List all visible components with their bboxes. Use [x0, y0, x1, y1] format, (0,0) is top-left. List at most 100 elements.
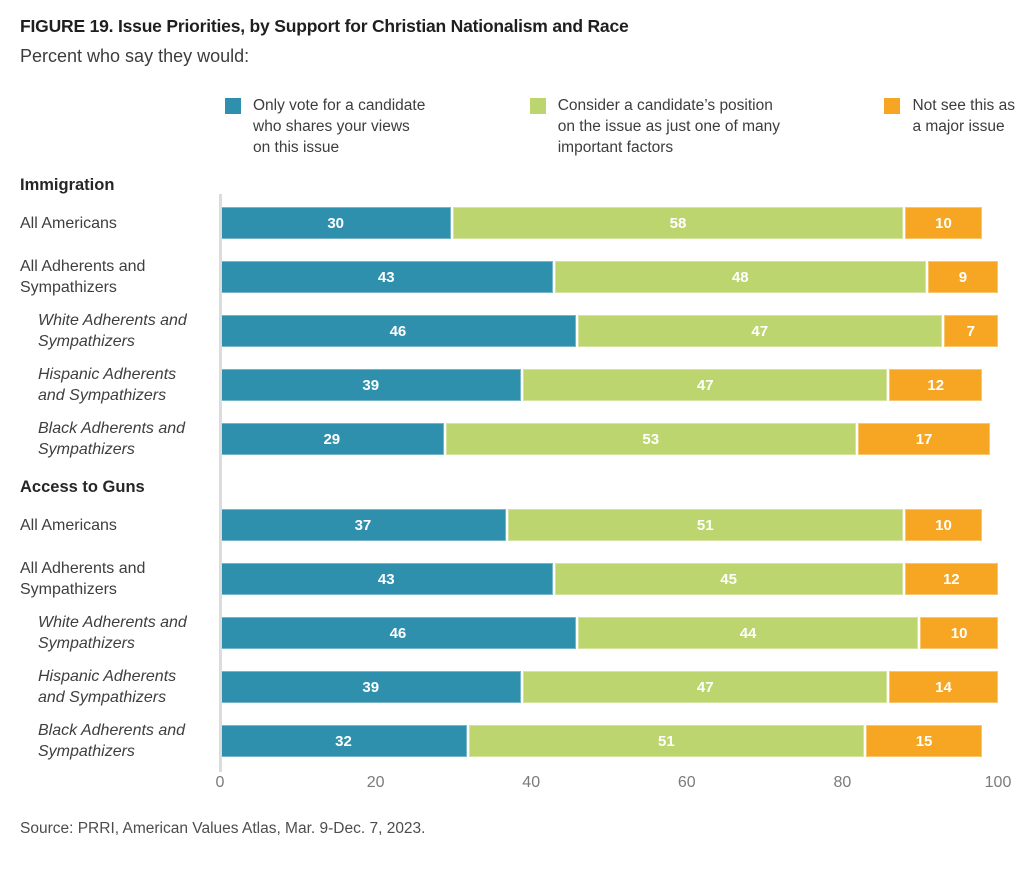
bar-segment-only-vote: 39 [220, 369, 524, 401]
x-tick-label: 100 [984, 774, 1012, 791]
bar-row-all-adherents-and-sympathizers: All Adherents and Sympathizers 43 45 12 [20, 552, 998, 606]
bar-value-label: 10 [935, 516, 952, 534]
bar-value-label: 43 [377, 570, 395, 588]
bar-value-label: 47 [751, 322, 769, 340]
row-label: Black Adherents and Sympathizers [38, 420, 186, 458]
bar-value-label: 17 [915, 430, 933, 448]
section-heading: Immigration [20, 176, 115, 194]
x-tick-label: 60 [677, 774, 696, 791]
bar-segment-consider: 47 [523, 369, 890, 401]
bar-row-white-adherents-and-sympathizers: White Adherents and Sympathizers 46 47 7 [20, 304, 998, 358]
bar-segment-only-vote: 39 [220, 671, 524, 703]
bar-segment-not-major: 9 [927, 261, 998, 293]
chart-plot: Immigration All Americans 30 58 10 All Adhere… [20, 174, 1012, 796]
row-label: Black Adherents and Sympathizers [38, 722, 186, 760]
source-note: Source: PRRI, American Values Atlas, Mar… [20, 820, 426, 837]
plot-sections: Immigration All Americans 30 58 10 All Adhere… [20, 174, 998, 768]
bar-segment-only-vote: 46 [220, 315, 578, 347]
bar-value-label: 46 [389, 322, 407, 340]
x-axis: 0 20 40 60 80 100 [216, 772, 1012, 796]
bar-value-label: 29 [323, 430, 341, 448]
bar-segment-only-vote: 43 [220, 261, 555, 293]
bar-value-label: 12 [927, 376, 945, 394]
figure-subtitle: Percent who say they would: [20, 46, 250, 66]
bar-segment-consider: 47 [523, 671, 890, 703]
bar-value-label: 53 [642, 430, 660, 448]
bar-value-label: 47 [696, 678, 714, 696]
bar-segment-not-major: 14 [889, 671, 998, 703]
section-immigration: Immigration All Americans 30 58 10 All Adhere… [20, 174, 998, 466]
row-label: White Adherents and Sympathizers [38, 312, 187, 350]
bar-row-hispanic-adherents-and-sympathizers: Hispanic Adherents and Sympathizers 39 47 1… [20, 660, 998, 714]
bar-segment-consider: 44 [577, 617, 921, 649]
bar-segment-only-vote: 30 [220, 207, 454, 239]
bar-row-black-adherents-and-sympathizers: Black Adherents and Sympathizers 32 51 15 [20, 714, 998, 768]
bar-value-label: 15 [915, 732, 933, 750]
bar-segment-consider: 48 [554, 261, 928, 293]
bar-row-all-americans: All Americans 37 51 10 [20, 498, 998, 552]
bar-row-hispanic-adherents-and-sympathizers: Hispanic Adherents and Sympathizers 39 47 1… [20, 358, 998, 412]
x-tick-label: 80 [833, 774, 852, 791]
x-tick-label: 40 [522, 774, 541, 791]
stacked-bar: 30 58 10 [220, 207, 998, 239]
bar-segment-not-major: 12 [904, 563, 998, 595]
bar-segment-only-vote: 29 [220, 423, 446, 455]
bar-segment-consider: 51 [507, 509, 905, 541]
legend-label: Not see this as a major issue [912, 97, 1015, 135]
bar-row-all-americans: All Americans 30 58 10 [20, 196, 998, 250]
bar-segment-only-vote: 37 [220, 509, 508, 541]
row-label: Hispanic Adherents and Sympathizers [38, 668, 177, 706]
bar-value-label: 51 [657, 732, 675, 750]
figure-title: FIGURE 19. Issue Priorities, by Support … [20, 16, 629, 36]
bar-segment-consider: 45 [554, 563, 905, 595]
legend-item-consider: Consider a candidate’s position on the i… [529, 95, 780, 158]
bar-value-label: 47 [696, 376, 714, 394]
legend-label: Only vote for a candidate who shares you… [253, 97, 426, 156]
row-label: White Adherents and Sympathizers [38, 614, 187, 652]
bar-segment-consider: 53 [445, 423, 858, 455]
bar-value-label: 44 [739, 624, 757, 642]
bar-value-label: 10 [950, 624, 968, 642]
bar-value-label: 39 [362, 376, 380, 394]
bar-segment-not-major: 12 [889, 369, 983, 401]
stacked-bar: 39 47 14 [220, 671, 998, 703]
legend-swatch-not-major [884, 98, 901, 114]
bar-value-label: 37 [354, 516, 372, 534]
stacked-bar: 37 51 10 [220, 509, 998, 541]
stacked-bar: 43 48 9 [220, 261, 998, 293]
bar-segment-not-major: 15 [865, 725, 983, 757]
bar-value-label: 46 [389, 624, 407, 642]
bar-segment-not-major: 10 [904, 509, 983, 541]
bar-segment-consider: 51 [468, 725, 866, 757]
bar-value-label: 51 [696, 516, 714, 534]
stacked-bar: 32 51 15 [220, 725, 998, 757]
legend-item-not-major: Not see this as a major issue [884, 95, 1015, 158]
bar-value-label: 43 [377, 268, 395, 286]
bar-value-label: 12 [942, 570, 960, 588]
bar-segment-not-major: 10 [904, 207, 983, 239]
stacked-bar: 29 53 17 [220, 423, 998, 455]
bar-value-label: 39 [362, 678, 380, 696]
bar-value-label: 14 [935, 678, 952, 696]
legend-swatch-only-vote [225, 98, 241, 114]
y-axis-line [219, 194, 222, 772]
bar-segment-only-vote: 32 [220, 725, 469, 757]
bar-value-label: 9 [958, 268, 968, 286]
bar-segment-only-vote: 43 [220, 563, 555, 595]
row-label: All Adherents and Sympathizers [20, 560, 146, 598]
stacked-bar: 46 47 7 [220, 315, 998, 347]
bar-segment-consider: 47 [577, 315, 944, 347]
bar-segment-not-major: 17 [857, 423, 991, 455]
bar-row-white-adherents-and-sympathizers: White Adherents and Sympathizers 46 44 10 [20, 606, 998, 660]
stacked-bar: 46 44 10 [220, 617, 998, 649]
x-tick-label: 20 [366, 774, 385, 791]
x-tick-label: 0 [215, 774, 225, 791]
bar-segment-only-vote: 46 [220, 617, 578, 649]
section-heading: Access to Guns [20, 478, 145, 496]
bar-value-label: 48 [731, 268, 749, 286]
legend-swatch-consider [529, 98, 546, 114]
bar-segment-not-major: 7 [943, 315, 998, 347]
legend-item-only-vote: Only vote for a candidate who shares you… [225, 95, 425, 158]
stacked-bar: 39 47 12 [220, 369, 998, 401]
